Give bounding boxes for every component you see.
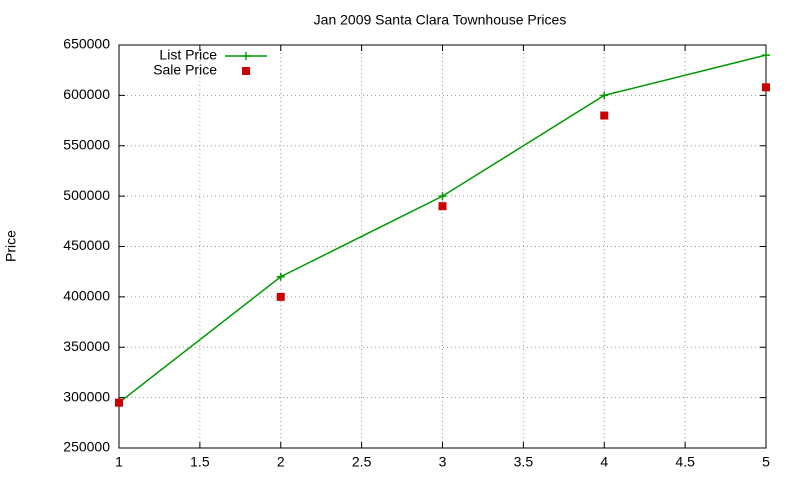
x-tick-label: 4 <box>600 454 608 470</box>
data-point <box>600 91 609 100</box>
y-tick-label: 300000 <box>63 388 110 404</box>
y-tick-label: 600000 <box>63 86 110 102</box>
x-tick-label: 1 <box>115 454 123 470</box>
data-point <box>276 272 285 281</box>
legend-label: Sale Price <box>153 62 217 78</box>
x-tick-label: 2.5 <box>352 454 372 470</box>
legend-label: List Price <box>159 47 217 63</box>
plot-border <box>118 44 767 449</box>
y-axis-label: Price <box>3 230 19 262</box>
data-point <box>762 51 770 60</box>
legend-marker <box>242 67 250 75</box>
y-tick-label: 400000 <box>63 288 110 304</box>
series-line <box>118 54 767 404</box>
y-tick-label: 550000 <box>63 136 110 152</box>
x-tick-label: 3 <box>439 454 447 470</box>
x-tick-label: 1.5 <box>190 454 210 470</box>
chart-title: Jan 2009 Santa Clara Townhouse Prices <box>314 12 567 28</box>
y-tick-label: 450000 <box>63 237 110 253</box>
y-tick-label: 500000 <box>63 187 110 203</box>
data-point <box>762 83 770 92</box>
x-tick-label: 2 <box>277 454 285 470</box>
legend-marker <box>242 52 250 60</box>
data-point <box>276 292 285 301</box>
y-tick-label: 250000 <box>63 439 110 455</box>
y-tick-label: 350000 <box>63 338 110 354</box>
data-point <box>115 398 123 407</box>
y-tick-label: 650000 <box>63 36 110 52</box>
data-point <box>600 111 609 120</box>
x-tick-label: 4.5 <box>675 454 695 470</box>
data-point <box>438 202 447 211</box>
x-tick-label: 3.5 <box>514 454 534 470</box>
x-tick-label: 5 <box>762 454 770 470</box>
data-point <box>438 192 447 201</box>
